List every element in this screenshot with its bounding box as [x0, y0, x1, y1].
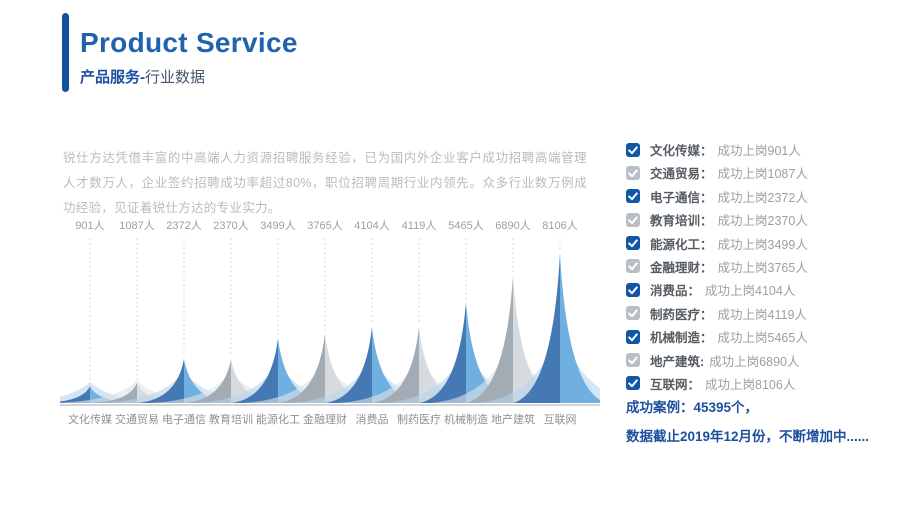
peak-right-shape [513, 275, 560, 403]
checklist-row: 电子通信： 成功上岗2372人 [626, 189, 900, 205]
checklist-row: 消费品： 成功上岗4104人 [626, 282, 900, 299]
checkbox-checked-blue-icon[interactable] [626, 189, 640, 204]
checklist-label: 交通贸易： [650, 167, 713, 182]
checklist-row: 教育培训： 成功上岗2370人 [626, 212, 900, 229]
peak-left-shape [325, 327, 372, 403]
category-label: 交通贸易 [115, 412, 159, 426]
checkbox-checked-blue-icon[interactable] [626, 329, 640, 344]
checkbox-checked-gray-icon[interactable] [626, 259, 640, 274]
title-accent-bar [62, 13, 69, 92]
checklist-value: 成功上岗3765人 [717, 260, 808, 275]
peak-value-label: 2370人 [213, 219, 248, 232]
checklist-label: 互联网： [650, 377, 701, 392]
peak-right-shape [231, 359, 278, 403]
category-label: 制药医疗 [397, 412, 441, 426]
category-label: 互联网 [544, 413, 577, 426]
peak-right-shape [419, 326, 466, 403]
checklist-value: 成功上岗6890人 [709, 354, 800, 369]
peak-left-shape [184, 359, 231, 403]
checklist-value: 成功上岗4104人 [705, 284, 796, 299]
checklist-row: 金融理财： 成功上岗3765人 [626, 259, 900, 275]
peak-right-shape [184, 359, 231, 403]
category-label: 文化传媒 [68, 412, 112, 426]
checklist-value: 成功上岗5465人 [717, 331, 808, 346]
checkbox-checked-blue-icon[interactable] [626, 236, 640, 251]
checklist-label: 教育培训： [650, 214, 713, 229]
category-label: 地产建筑 [491, 412, 535, 426]
checkbox-checked-blue-icon[interactable] [626, 376, 640, 391]
category-label: 教育培训 [209, 412, 253, 426]
peak-left-shape [137, 359, 184, 403]
checklist-row: 交通贸易： 成功上岗1087人 [626, 165, 900, 182]
checklist-row: 机械制造： 成功上岗5465人 [626, 329, 900, 346]
checklist-value: 成功上岗2370人 [717, 214, 808, 229]
subtitle-separator: - [140, 69, 146, 86]
summary-line1: 成功案例：45395个， [626, 400, 759, 415]
checkbox-checked-blue-icon[interactable] [626, 142, 640, 157]
peak-left-shape [513, 253, 560, 403]
category-label: 消费品 [356, 412, 389, 426]
summary-line2: 数据截止2019年12月份，不断增加中...... [626, 429, 870, 444]
checklist-label: 制药医疗： [650, 307, 713, 322]
peak-value-label: 1087人 [119, 219, 154, 232]
peak-value-label: 5465人 [448, 219, 483, 232]
checklist-row: 能源化工： 成功上岗3499人 [626, 236, 900, 252]
peak-right-shape [560, 253, 600, 403]
checklist-value: 成功上岗3499人 [717, 237, 808, 252]
checklist-label: 金融理财： [650, 260, 713, 275]
checklist-row: 地产建筑: 成功上岗6890人 [626, 353, 900, 369]
category-label: 机械制造 [444, 412, 488, 426]
checklist-label: 能源化工： [650, 237, 713, 252]
checklist-label: 消费品： [650, 284, 701, 299]
peak-right-shape [325, 333, 372, 403]
subtitle-primary: 产品服务 [80, 69, 141, 86]
checklist-row: 互联网： 成功上岗8106人 [626, 376, 900, 392]
peak-right-shape [372, 327, 419, 403]
checklist-row: 制药医疗： 成功上岗4119人 [626, 306, 900, 322]
peak-left-shape [372, 326, 419, 403]
checklist-label: 电子通信： [650, 190, 713, 205]
checkbox-checked-blue-icon[interactable] [626, 282, 640, 297]
peak-left-shape [60, 386, 90, 403]
peak-value-label: 901人 [75, 219, 104, 232]
page-subtitle: 产品服务-行业数据 [80, 66, 205, 87]
peak-value-label: 2372人 [166, 219, 201, 232]
peak-value-label: 4104人 [354, 219, 389, 232]
category-label: 电子通信 [162, 413, 206, 426]
category-label: 能源化工 [256, 412, 300, 426]
peak-value-label: 3499人 [260, 219, 295, 232]
peak-left-shape [466, 275, 513, 403]
peak-right-shape [278, 338, 325, 403]
peak-value-label: 4119人 [402, 219, 437, 232]
checkbox-checked-gray-icon[interactable] [626, 306, 640, 321]
peak-right-shape [466, 301, 513, 403]
peak-value-label: 3765人 [307, 219, 342, 232]
checklist-value: 成功上岗2372人 [717, 190, 808, 205]
peak-left-shape [419, 301, 466, 403]
checklist-label: 地产建筑: [650, 354, 705, 369]
checkbox-checked-gray-icon[interactable] [626, 353, 640, 368]
checklist-value: 成功上岗8106人 [705, 377, 796, 392]
checklist-row: 文化传媒： 成功上岗901人 [626, 142, 900, 158]
peak-left-shape [231, 338, 278, 403]
checklist-label: 机械制造： [650, 331, 713, 346]
intro-paragraph: 锐仕方达凭借丰富的中高端人力资源招聘服务经验，已为国内外企业客户成功招聘高端管理… [63, 151, 587, 215]
page-title: Product Service [80, 27, 298, 58]
summary-block: 成功案例：45395个， 数据截止2019年12月份，不断增加中...... [626, 393, 869, 451]
checklist-value: 成功上岗4119人 [717, 307, 807, 322]
peak-value-label: 6890人 [495, 219, 530, 232]
checkbox-checked-gray-icon[interactable] [626, 165, 640, 180]
checklist-value: 成功上岗1087人 [717, 167, 808, 182]
checklist-value: 成功上岗901人 [717, 144, 801, 158]
peak-left-shape [278, 333, 325, 403]
peak-left-shape [90, 382, 137, 403]
peak-value-label: 8106人 [542, 219, 577, 232]
checkbox-checked-gray-icon[interactable] [626, 212, 640, 227]
subtitle-secondary: 行业数据 [145, 69, 206, 86]
industry-checklist: 文化传媒： 成功上岗901人 交通贸易： 成功上岗1087人 电子通信： 成功上岗2372… [626, 142, 900, 399]
category-label: 金融理财 [303, 412, 347, 426]
checklist-label: 文化传媒： [650, 144, 713, 158]
